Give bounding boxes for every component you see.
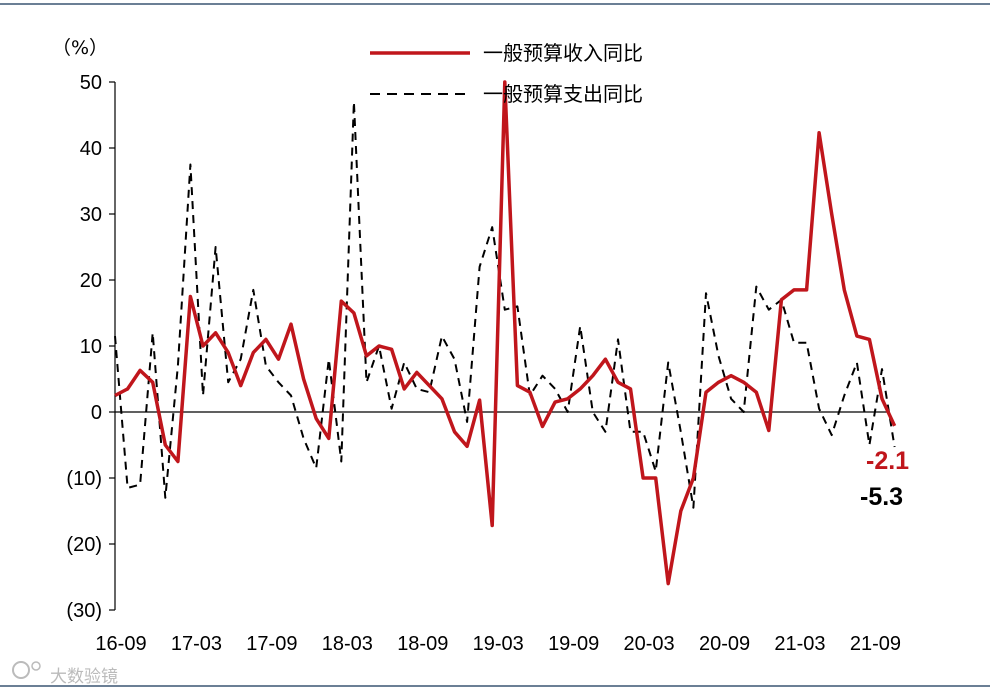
y-tick-label: 30: [80, 204, 102, 226]
x-tick-label: 20-09: [699, 633, 750, 655]
series-layer: [114, 80, 897, 586]
y-tick-label: 0: [91, 402, 102, 424]
x-tick-label: 20-03: [624, 633, 675, 655]
watermark: 大数验镜: [12, 661, 118, 687]
y-tick-label: 20: [80, 270, 102, 292]
end-label-expenditure: -5.3: [860, 483, 903, 511]
series-line-revenue: [114, 80, 897, 586]
watermark-logo-icon: [12, 661, 30, 679]
x-tick-label: 16-09: [95, 633, 146, 655]
watermark-text: 大数验镜: [50, 667, 118, 687]
x-tick-label: 19-03: [473, 633, 524, 655]
x-tick-label: 18-09: [397, 633, 448, 655]
series-line-expenditure: [114, 100, 896, 509]
x-tick-label: 21-09: [850, 633, 901, 655]
y-tick-label: 50: [80, 72, 102, 94]
y-tick-label: 40: [80, 138, 102, 160]
y-axis-ticks: 50 40 30 20 10 0 (10) (20) (30): [66, 72, 115, 622]
x-tick-label: 17-09: [246, 633, 297, 655]
end-label-revenue: -2.1: [866, 447, 909, 475]
watermark-logo-dot: [31, 661, 41, 671]
y-tick-label: (30): [66, 600, 102, 622]
unit-label: （%）: [52, 37, 108, 59]
x-tick-label: 21-03: [774, 633, 825, 655]
legend-label-revenue: 一般预算收入同比: [483, 41, 643, 65]
y-tick-label: 10: [80, 336, 102, 358]
x-tick-label: 18-03: [322, 633, 373, 655]
x-axis-ticks: 16-09 17-03 17-09 18-03 18-09 19-03 19-09 20-03…: [95, 633, 901, 655]
y-tick-label: (10): [66, 468, 102, 490]
legend-label-expenditure: 一般预算支出同比: [483, 82, 643, 106]
x-tick-label: 19-09: [548, 633, 599, 655]
y-tick-label: (20): [66, 534, 102, 556]
x-tick-label: 17-03: [171, 633, 222, 655]
legend: 一般预算收入同比 一般预算支出同比: [370, 41, 643, 106]
